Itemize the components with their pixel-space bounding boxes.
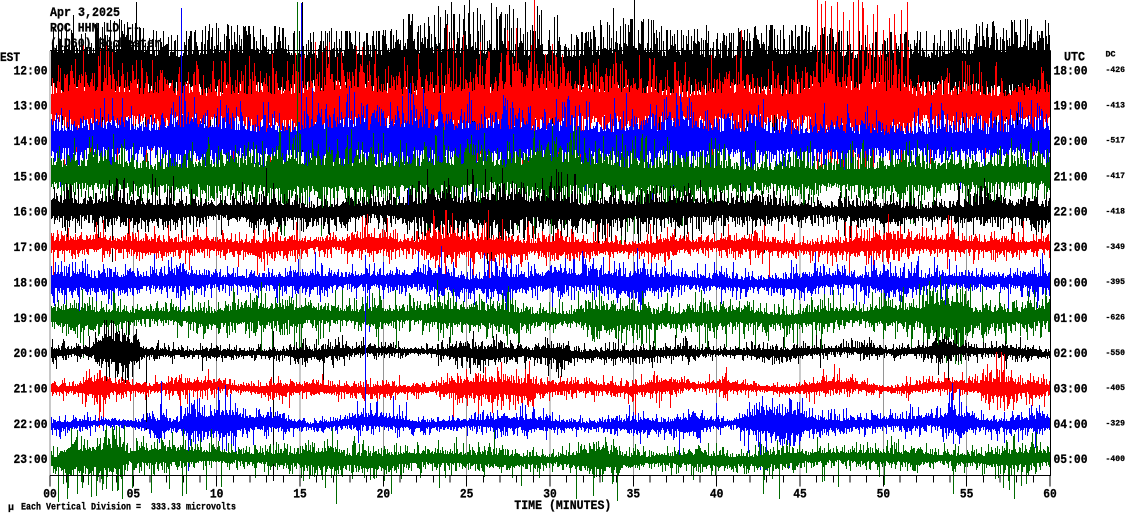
svg-text:UTC: UTC (1064, 51, 1085, 65)
svg-text:µ: µ (8, 503, 14, 514)
svg-text:-418: -418 (1106, 206, 1126, 216)
svg-text:18:00: 18:00 (1054, 63, 1088, 78)
svg-text:19:00: 19:00 (1054, 99, 1088, 114)
svg-text:30: 30 (543, 486, 557, 501)
svg-text:18:00: 18:00 (14, 275, 48, 290)
svg-text:13:00: 13:00 (14, 99, 48, 114)
svg-text:20:00: 20:00 (1054, 134, 1088, 149)
svg-text:45: 45 (793, 486, 807, 501)
svg-text:23:00: 23:00 (14, 452, 48, 467)
svg-text:-395: -395 (1106, 277, 1126, 287)
svg-text:16:00: 16:00 (14, 205, 48, 220)
svg-text:-413: -413 (1106, 100, 1126, 110)
svg-text:50: 50 (877, 486, 891, 501)
svg-text:14:00: 14:00 (14, 134, 48, 149)
svg-text:03:00: 03:00 (1054, 381, 1088, 396)
svg-text:22:00: 22:00 (1054, 205, 1088, 220)
svg-text:25: 25 (460, 486, 474, 501)
svg-text:05: 05 (127, 486, 141, 501)
svg-text:15:00: 15:00 (14, 169, 48, 184)
svg-text:55: 55 (960, 486, 974, 501)
svg-text:00:00: 00:00 (1054, 275, 1088, 290)
svg-text:21:00: 21:00 (1054, 169, 1088, 184)
svg-text:40: 40 (710, 486, 724, 501)
svg-text:TIME (MINUTES): TIME (MINUTES) (514, 498, 611, 513)
svg-text:Apr 3,2025: Apr 3,2025 (50, 5, 120, 20)
svg-text:-550: -550 (1106, 348, 1126, 358)
svg-text:(LD60) Rochester: (LD60) Rochester (50, 36, 161, 51)
svg-text:05:00: 05:00 (1054, 452, 1088, 467)
svg-text:-329: -329 (1106, 419, 1126, 429)
svg-text:21:00: 21:00 (14, 381, 48, 396)
svg-text:15: 15 (293, 486, 307, 501)
svg-text:22:00: 22:00 (14, 417, 48, 432)
svg-text:20: 20 (377, 486, 391, 501)
svg-text:-626: -626 (1106, 312, 1126, 322)
svg-text:-417: -417 (1106, 171, 1126, 181)
svg-text:01:00: 01:00 (1054, 311, 1088, 326)
svg-text:DC: DC (1106, 50, 1116, 60)
svg-text:-400: -400 (1106, 454, 1126, 464)
svg-text:23:00: 23:00 (1054, 240, 1088, 255)
svg-text:20:00: 20:00 (14, 346, 48, 361)
svg-text:-426: -426 (1106, 65, 1126, 75)
svg-text:12:00: 12:00 (14, 63, 48, 78)
svg-text:-405: -405 (1106, 383, 1126, 393)
svg-text:19:00: 19:00 (14, 311, 48, 326)
svg-text:-517: -517 (1106, 136, 1126, 146)
svg-text:17:00: 17:00 (14, 240, 48, 255)
svg-text:ROC HHN LD --: ROC HHN LD -- (50, 21, 140, 36)
svg-text:04:00: 04:00 (1054, 417, 1088, 432)
svg-text:35: 35 (627, 486, 641, 501)
svg-text:02:00: 02:00 (1054, 346, 1088, 361)
svg-text:EST: EST (0, 51, 20, 65)
svg-text:Each Vertical Division = 333.: Each Vertical Division = 333.33 microvol… (21, 502, 236, 514)
svg-text:00: 00 (43, 486, 57, 501)
svg-text:60: 60 (1043, 486, 1057, 501)
svg-text:-349: -349 (1106, 242, 1126, 252)
svg-text:10: 10 (210, 486, 224, 501)
